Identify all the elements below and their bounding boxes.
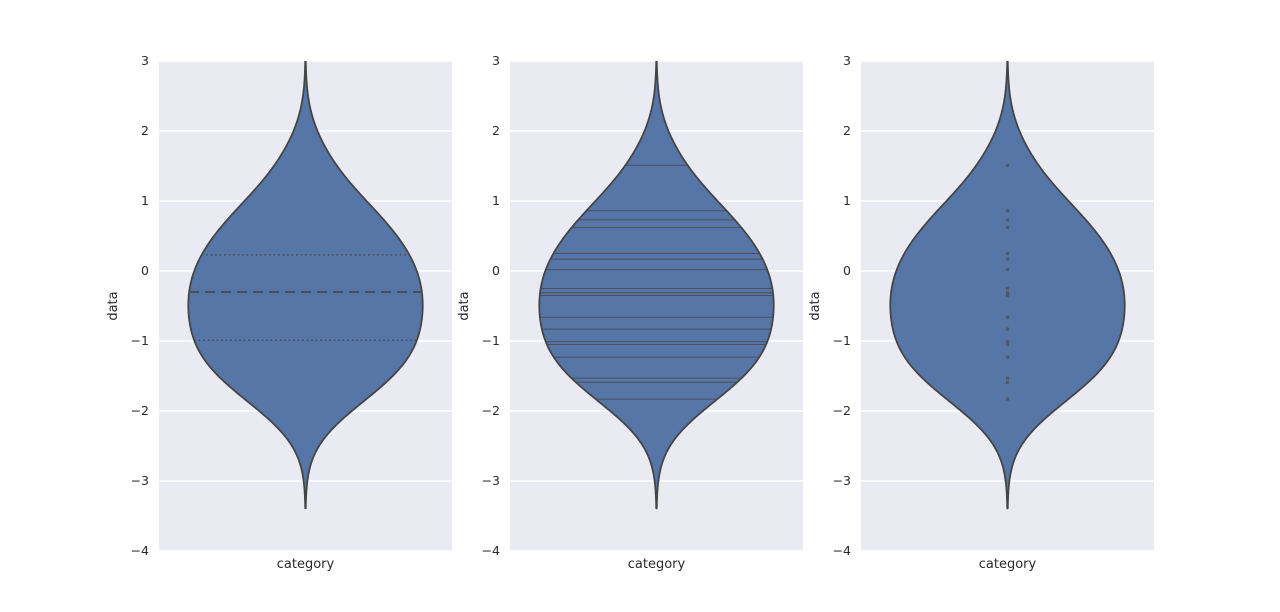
y-tick-label: −2: [832, 403, 851, 418]
data-point: [1005, 226, 1010, 230]
data-point: [1005, 163, 1010, 167]
violin-panel: [510, 61, 803, 551]
data-point: [1005, 218, 1010, 222]
y-tick-label: −2: [481, 403, 500, 418]
data-point: [1005, 268, 1010, 272]
y-tick-label: −3: [130, 473, 149, 488]
x-axis-label: category: [276, 557, 335, 572]
y-tick-label: −4: [481, 543, 500, 558]
y-tick-label: 1: [843, 193, 851, 208]
violin-panel: [861, 61, 1154, 551]
data-point: [1005, 340, 1010, 344]
data-point: [1005, 380, 1010, 384]
y-tick-label: −1: [832, 333, 851, 348]
y-axis-label: data: [106, 291, 121, 321]
y-tick-label: 0: [843, 263, 851, 278]
y-axis-ticks: 3 2 1 0 −1 −2 −3 −4: [450, 0, 500, 612]
data-point: [1005, 286, 1010, 291]
data-point: [1005, 397, 1010, 401]
x-axis-label: category: [627, 557, 686, 572]
subplot-stick: 3 2 1 0 −1 −2 −3 −4 data category: [450, 0, 803, 612]
x-axis-label: category: [978, 557, 1037, 572]
data-point: [1005, 376, 1010, 380]
y-tick-label: −4: [832, 543, 851, 558]
subplot-quartile: 3 2 1 0 −1 −2 −3 −4 data category: [99, 0, 452, 612]
data-point: [1005, 315, 1010, 319]
y-tick-label: −4: [130, 543, 149, 558]
y-tick-label: 2: [141, 123, 149, 138]
y-tick-label: 0: [141, 263, 149, 278]
y-tick-label: 3: [492, 53, 500, 68]
data-point: [1005, 327, 1010, 331]
data-point: [1005, 251, 1010, 256]
y-tick-label: 3: [141, 53, 149, 68]
data-point: [1005, 342, 1010, 347]
y-axis-label: data: [457, 291, 472, 321]
y-tick-label: −1: [130, 333, 149, 348]
violin-panel: [159, 61, 452, 551]
data-point: [1005, 293, 1010, 298]
subplot-point: 3 2 1 0 −1 −2 −3 −4 data category: [801, 0, 1154, 612]
data-point: [1005, 291, 1010, 295]
y-axis-ticks: 3 2 1 0 −1 −2 −3 −4: [99, 0, 149, 612]
y-tick-label: 0: [492, 263, 500, 278]
y-tick-label: −3: [481, 473, 500, 488]
violin-shape: [187, 61, 424, 510]
y-tick-label: 1: [492, 193, 500, 208]
y-tick-label: 2: [843, 123, 851, 138]
y-tick-label: −3: [832, 473, 851, 488]
y-axis-ticks: 3 2 1 0 −1 −2 −3 −4: [801, 0, 851, 612]
y-tick-label: −2: [130, 403, 149, 418]
y-tick-label: 2: [492, 123, 500, 138]
y-tick-label: 1: [141, 193, 149, 208]
y-tick-label: −1: [481, 333, 500, 348]
violin-shape: [889, 61, 1126, 510]
y-tick-label: 3: [843, 53, 851, 68]
data-point: [1005, 257, 1010, 261]
y-axis-label: data: [808, 291, 823, 321]
data-point: [1005, 209, 1010, 213]
data-point: [1005, 355, 1010, 359]
